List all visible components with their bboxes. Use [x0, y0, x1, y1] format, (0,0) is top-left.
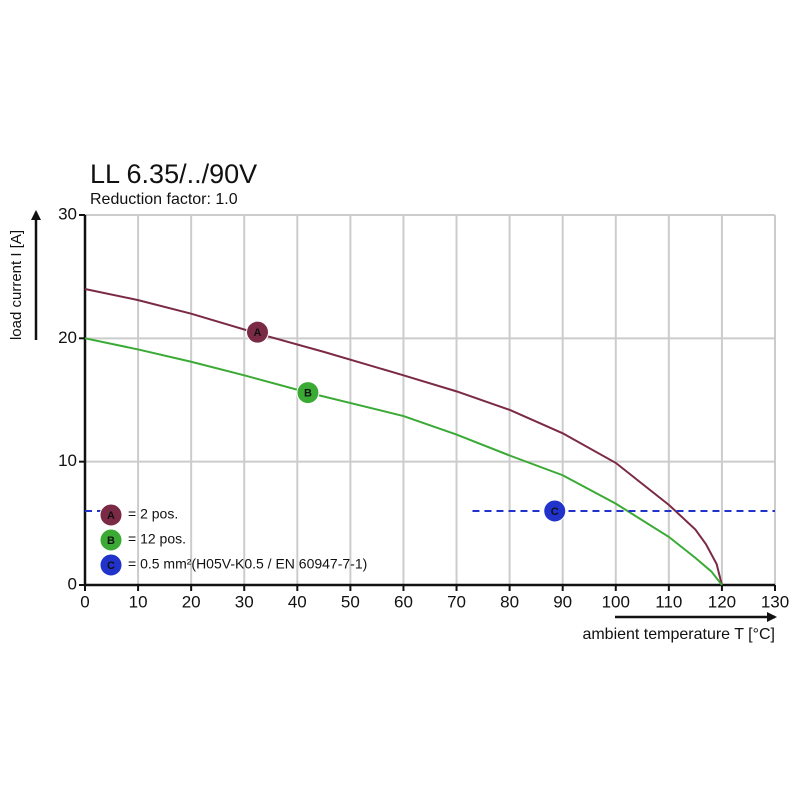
series-line — [84, 337, 723, 586]
x-tick-label: 20 — [182, 592, 201, 611]
curve-marker — [543, 499, 567, 523]
x-tick-label: 100 — [602, 592, 630, 611]
x-tick-label: 50 — [341, 592, 360, 611]
y-tick-label: 0 — [68, 574, 77, 593]
y-tick-label: 20 — [58, 328, 77, 347]
legend-label: = 0.5 mm²(H05V-K0.5 / EN 60947-7-1) — [128, 556, 367, 572]
marker-letter: A — [107, 510, 115, 522]
x-tick-label: 40 — [288, 592, 307, 611]
marker-letter: C — [551, 506, 559, 518]
grid — [79, 214, 776, 591]
plot: A A = 2 pos. B B = 12 pos. C C = 0.5 mm²(H05V-K0… — [84, 288, 775, 586]
x-tick-label: 10 — [129, 592, 148, 611]
marker-letter: A — [254, 327, 262, 339]
chart-title: LL 6.35/../90V — [90, 159, 257, 189]
y-tick-label: 10 — [58, 451, 77, 470]
legend-label: = 2 pos. — [128, 506, 178, 522]
legend-marker — [99, 528, 123, 552]
marker-letter: C — [107, 560, 115, 572]
y-tick-label: 30 — [58, 204, 77, 223]
legend-marker — [99, 553, 123, 577]
x-tick-label: 110 — [655, 592, 682, 611]
curve-marker — [246, 320, 269, 344]
x-tick-label: 90 — [553, 592, 572, 611]
y-axis-label: load current I [A] — [8, 230, 25, 340]
x-tick-label: 130 — [761, 592, 789, 611]
x-tick-label: 70 — [447, 592, 466, 611]
x-tick-label: 0 — [80, 592, 89, 611]
x-tick-label: 120 — [708, 592, 736, 611]
chart-subtitle: Reduction factor: 1.0 — [90, 191, 238, 208]
x-tick-label: 60 — [394, 592, 413, 611]
marker-letter: B — [304, 388, 312, 400]
curve-marker — [296, 381, 320, 405]
legend-label: = 12 pos. — [128, 531, 186, 547]
x-tick-label: 30 — [235, 592, 254, 611]
x-axis-label: ambient temperature T [°C] — [582, 626, 775, 643]
series-line — [84, 288, 723, 586]
marker-letter: B — [107, 535, 115, 547]
legend-marker — [99, 503, 123, 527]
x-tick-label: 80 — [500, 592, 519, 611]
